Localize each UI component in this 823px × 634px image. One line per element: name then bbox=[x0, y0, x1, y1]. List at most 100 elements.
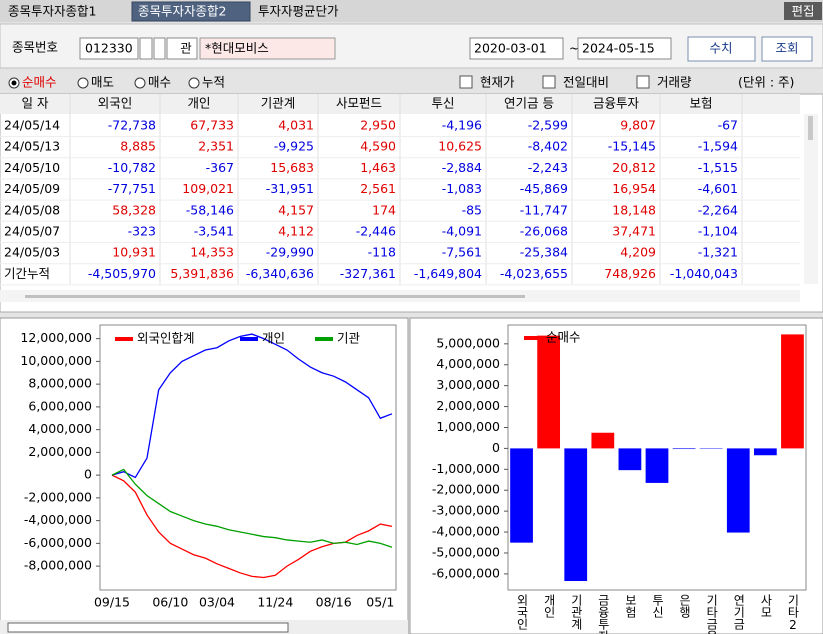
radio[interactable] bbox=[134, 77, 146, 89]
lookup-button[interactable] bbox=[166, 37, 198, 60]
cell: -2,446 bbox=[356, 224, 396, 239]
h-scroll-thumb[interactable] bbox=[25, 295, 525, 298]
plot-area bbox=[99, 324, 397, 591]
x-tick-label: 기타금융 bbox=[705, 594, 719, 634]
cell: -26,068 bbox=[520, 224, 568, 239]
y-tick-label: 4,000,000 bbox=[28, 421, 92, 436]
cell: -1,321 bbox=[698, 245, 738, 260]
checkbox[interactable] bbox=[636, 75, 650, 89]
cell: -4,601 bbox=[698, 181, 738, 196]
x-tick-label: 투신 bbox=[651, 594, 665, 618]
cell: -4,196 bbox=[442, 118, 482, 133]
edit-button[interactable] bbox=[784, 2, 822, 20]
checkbox-label[interactable]: 전일대비 bbox=[563, 75, 609, 90]
x-tick-label: 05/1 bbox=[366, 595, 394, 610]
cell: -1,515 bbox=[698, 160, 738, 175]
radio-label[interactable]: 누적 bbox=[202, 75, 225, 90]
v-scrollbar[interactable] bbox=[804, 114, 818, 284]
bar bbox=[564, 448, 588, 582]
code-input[interactable] bbox=[79, 37, 139, 60]
checkbox[interactable] bbox=[542, 75, 556, 89]
y-tick-label: -1,000,000 bbox=[432, 461, 500, 476]
cell: 15,683 bbox=[270, 160, 314, 175]
cell: -29,990 bbox=[266, 245, 314, 260]
row-label: 24/05/08 bbox=[4, 202, 60, 217]
radio[interactable] bbox=[77, 77, 89, 89]
query-button[interactable] bbox=[761, 36, 813, 62]
y-tick-label: -4,000,000 bbox=[24, 512, 92, 527]
cell: -4,091 bbox=[442, 224, 482, 239]
checkbox[interactable] bbox=[459, 75, 473, 89]
radio-dot[interactable] bbox=[11, 80, 17, 86]
tab-label[interactable]: 투자자평균단가 bbox=[258, 4, 339, 19]
tab[interactable] bbox=[252, 2, 372, 21]
row-label: 24/05/14 bbox=[4, 118, 60, 133]
edit-label[interactable]: 편집 bbox=[791, 4, 814, 19]
radio[interactable] bbox=[188, 77, 200, 89]
cell: 4,157 bbox=[278, 202, 314, 217]
y-tick-label: 0 bbox=[84, 467, 92, 482]
code[interactable]: 012330 bbox=[85, 41, 133, 56]
bar bbox=[510, 448, 533, 543]
cell: 58,328 bbox=[112, 202, 156, 217]
y-tick-label: 4,000,000 bbox=[436, 356, 500, 371]
cell: -1,040,043 bbox=[670, 266, 738, 281]
date-to-input[interactable] bbox=[577, 37, 672, 60]
date-to[interactable]: 2024-05-15 bbox=[582, 41, 655, 56]
lookup-label[interactable]: 관 bbox=[180, 41, 192, 56]
tab[interactable] bbox=[2, 2, 130, 21]
cell: -67 bbox=[718, 118, 738, 133]
cell: -1,083 bbox=[442, 181, 482, 196]
date-from[interactable]: 2020-03-01 bbox=[474, 41, 547, 56]
dropdown[interactable] bbox=[139, 37, 153, 60]
y-tick-label: 12,000,000 bbox=[20, 330, 92, 345]
y-tick-label: 1,000,000 bbox=[436, 419, 500, 434]
date-from-input[interactable] bbox=[469, 37, 564, 60]
bar bbox=[591, 432, 615, 449]
x-tick-label: 03/04 bbox=[199, 595, 235, 610]
legend-label: 순매수 bbox=[546, 330, 581, 345]
cell: -1,649,804 bbox=[414, 266, 482, 281]
cell: 10,625 bbox=[438, 139, 482, 154]
query-button-label[interactable]: 조회 bbox=[775, 41, 798, 56]
x-tick-label: 금융투자 bbox=[596, 594, 610, 634]
x-tick-label: 사모 bbox=[759, 594, 773, 618]
bar bbox=[645, 448, 669, 483]
unit: (단위 : 주) bbox=[738, 75, 794, 90]
cell: 2,950 bbox=[360, 118, 396, 133]
x-tick-label: 외국인 bbox=[515, 594, 529, 630]
tab-label[interactable]: 종목투자자종합2 bbox=[138, 4, 226, 19]
v-scroll-thumb[interactable] bbox=[808, 116, 813, 140]
next-button[interactable] bbox=[153, 37, 166, 60]
stock-name: *현대모비스 bbox=[205, 41, 269, 56]
checkbox-label[interactable]: 현재가 bbox=[480, 75, 515, 90]
radio-label[interactable]: 순매수 bbox=[22, 75, 57, 90]
chart-scroll[interactable] bbox=[7, 622, 289, 633]
cell: -327,361 bbox=[340, 266, 396, 281]
bar bbox=[726, 448, 750, 533]
cell: -7,561 bbox=[442, 245, 482, 260]
cell: 67,733 bbox=[190, 118, 234, 133]
cell: 2,351 bbox=[198, 139, 234, 154]
cell: -1,594 bbox=[698, 139, 738, 154]
tab-label[interactable]: 종목투자자종합1 bbox=[8, 4, 96, 19]
cell: 10,931 bbox=[112, 245, 156, 260]
radio-label[interactable]: 매수 bbox=[148, 75, 171, 90]
legend-label: 기관 bbox=[337, 331, 361, 346]
x-tick-label: 11/24 bbox=[257, 595, 293, 610]
legend-label: 외국인합계 bbox=[137, 331, 195, 346]
checkbox-label[interactable]: 거래량 bbox=[657, 75, 692, 90]
tab[interactable] bbox=[131, 1, 251, 22]
series-line bbox=[111, 468, 393, 548]
radio-label[interactable]: 매도 bbox=[91, 75, 114, 90]
value-button[interactable] bbox=[687, 36, 756, 62]
cell: -31,951 bbox=[266, 181, 314, 196]
cell: -77,751 bbox=[108, 181, 156, 196]
cell: 20,812 bbox=[612, 160, 656, 175]
y-tick-label: 2,000,000 bbox=[436, 398, 500, 413]
value-button-label[interactable]: 수치 bbox=[709, 41, 732, 56]
cell: 1,463 bbox=[360, 160, 396, 175]
legend-label: 개인 bbox=[262, 331, 285, 346]
